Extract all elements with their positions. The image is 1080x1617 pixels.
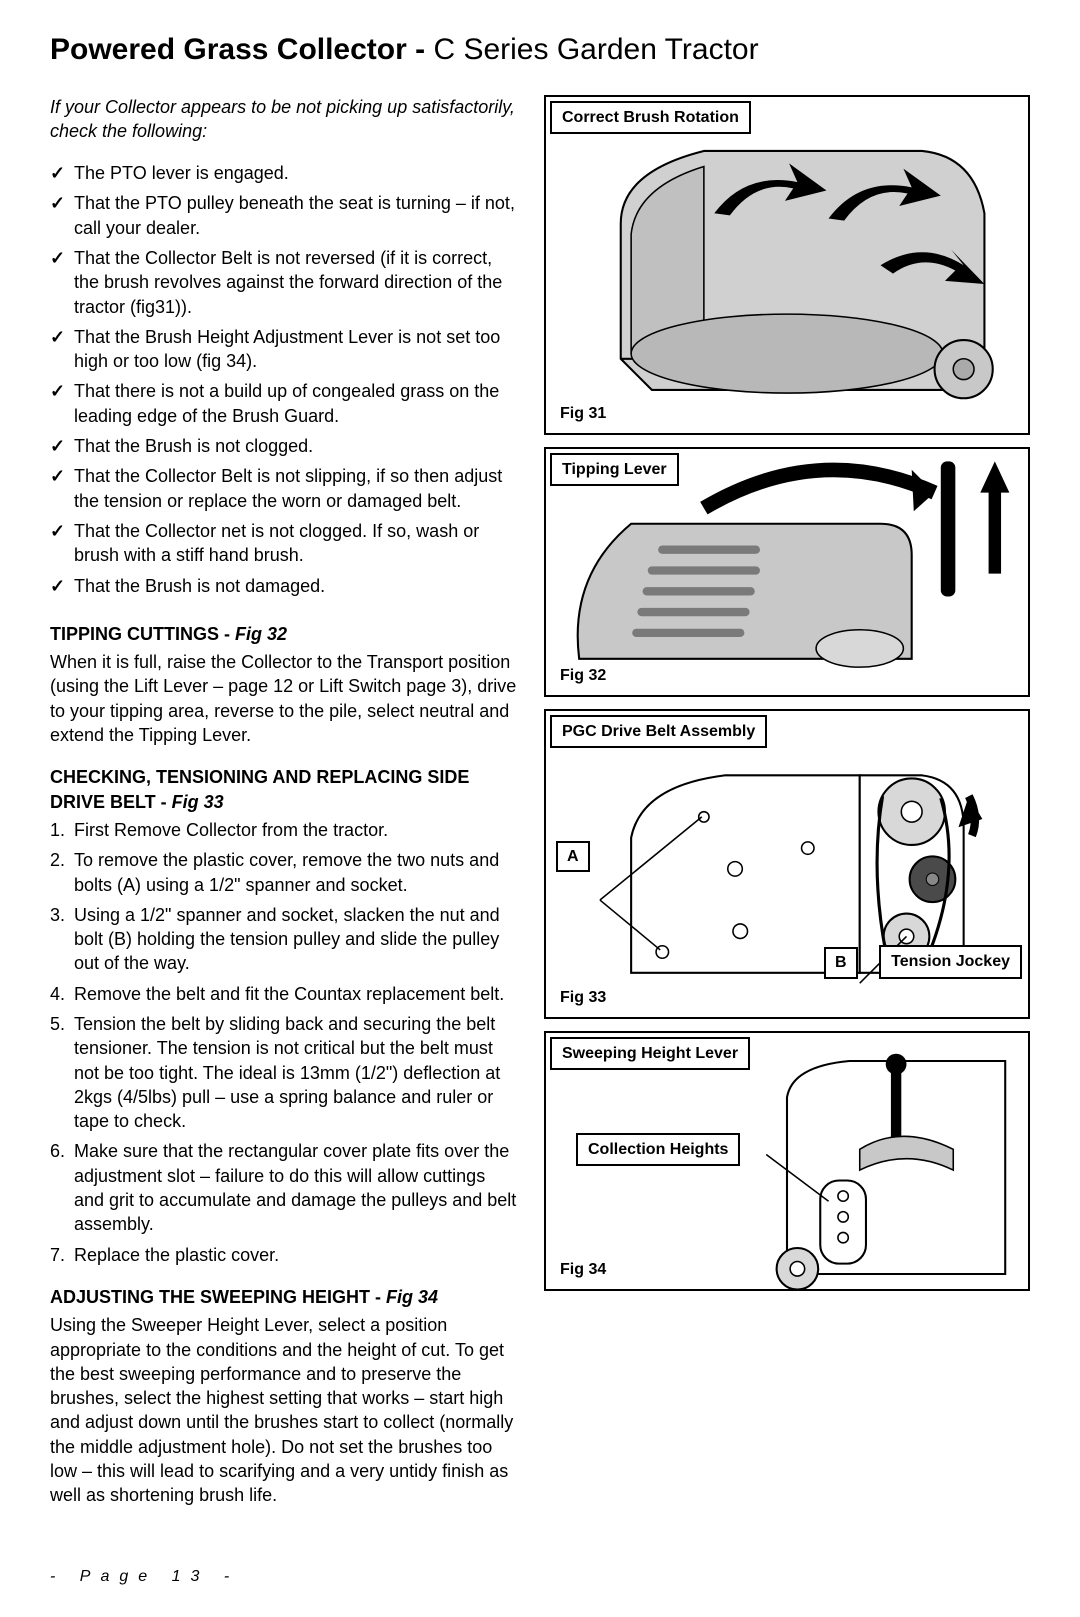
fig33-label-tj: Tension Jockey xyxy=(879,945,1022,979)
page-title: Powered Grass Collector - C Series Garde… xyxy=(50,30,1030,71)
section-head-tipping: TIPPING CUTTINGS - Fig 32 xyxy=(50,622,520,646)
belt-steps: First Remove Collector from the tractor.… xyxy=(50,818,520,1267)
page-footer: - Page 13 - xyxy=(50,1566,1030,1588)
tipping-body: When it is full, raise the Collector to … xyxy=(50,650,520,747)
checklist-item: That the Brush is not clogged. xyxy=(50,434,520,458)
figure-33: PGC Drive Belt Assembly xyxy=(544,709,1030,1019)
fig31-label: Correct Brush Rotation xyxy=(550,101,751,135)
step-item: Using a 1/2" spanner and socket, slacken… xyxy=(50,903,520,976)
step-item: Replace the plastic cover. xyxy=(50,1243,520,1267)
fig34-label: Sweeping Height Lever xyxy=(550,1037,750,1071)
fig32-label: Tipping Lever xyxy=(550,453,679,487)
section-head-fig: Fig 33 xyxy=(172,792,224,812)
section-head-fig: Fig 34 xyxy=(386,1287,438,1307)
checklist-item: That the Brush is not damaged. xyxy=(50,574,520,598)
section-head-text: CHECKING, TENSIONING AND REPLACING SIDE … xyxy=(50,767,469,811)
fig31-caption: Fig 31 xyxy=(556,401,610,427)
checklist-item: That the Collector net is not clogged. I… xyxy=(50,519,520,568)
sweep-body: Using the Sweeper Height Lever, select a… xyxy=(50,1313,520,1507)
section-head-sweep: ADJUSTING THE SWEEPING HEIGHT - Fig 34 xyxy=(50,1285,520,1309)
title-bold: Powered Grass Collector - xyxy=(50,33,433,66)
checklist-item: That the Collector Belt is not reversed … xyxy=(50,246,520,319)
checklist-item: The PTO lever is engaged. xyxy=(50,161,520,185)
fig33-label: PGC Drive Belt Assembly xyxy=(550,715,767,749)
step-item: First Remove Collector from the tractor. xyxy=(50,818,520,842)
figure-32: Tipping Lever xyxy=(544,447,1030,697)
fig33-label-b: B xyxy=(824,947,858,979)
left-column: If your Collector appears to be not pick… xyxy=(50,95,520,1526)
fig32-illustration xyxy=(548,451,1026,700)
fig34-caption: Fig 34 xyxy=(556,1257,610,1283)
step-item: Tension the belt by sliding back and sec… xyxy=(50,1012,520,1133)
step-item: Remove the belt and fit the Countax repl… xyxy=(50,982,520,1006)
fig33-caption: Fig 33 xyxy=(556,985,610,1011)
checklist-item: That there is not a build up of congeale… xyxy=(50,379,520,428)
checklist-item: That the Brush Height Adjustment Lever i… xyxy=(50,325,520,374)
two-column-layout: If your Collector appears to be not pick… xyxy=(50,95,1030,1526)
fig34-label2: Collection Heights xyxy=(576,1133,740,1167)
checklist-item: That the PTO pulley beneath the seat is … xyxy=(50,191,520,240)
intro-text: If your Collector appears to be not pick… xyxy=(50,95,520,144)
fig32-caption: Fig 32 xyxy=(556,663,610,689)
checklist-item: That the Collector Belt is not slipping,… xyxy=(50,464,520,513)
step-item: To remove the plastic cover, remove the … xyxy=(50,848,520,897)
section-head-belt: CHECKING, TENSIONING AND REPLACING SIDE … xyxy=(50,765,520,814)
title-rest: C Series Garden Tractor xyxy=(433,33,758,66)
fig33-label-a: A xyxy=(556,841,590,873)
figure-34: Sweeping Height Lever Collection Heights xyxy=(544,1031,1030,1291)
right-column: Correct Brush Rotation Fig 31 xyxy=(544,95,1030,1526)
figure-31: Correct Brush Rotation Fig 31 xyxy=(544,95,1030,435)
section-head-text: ADJUSTING THE SWEEPING HEIGHT - xyxy=(50,1287,386,1307)
section-head-fig: Fig 32 xyxy=(235,624,287,644)
troubleshoot-checklist: The PTO lever is engaged. That the PTO p… xyxy=(50,161,520,598)
section-head-text: TIPPING CUTTINGS - xyxy=(50,624,235,644)
fig31-illustration xyxy=(548,99,1026,442)
step-item: Make sure that the rectangular cover pla… xyxy=(50,1139,520,1236)
